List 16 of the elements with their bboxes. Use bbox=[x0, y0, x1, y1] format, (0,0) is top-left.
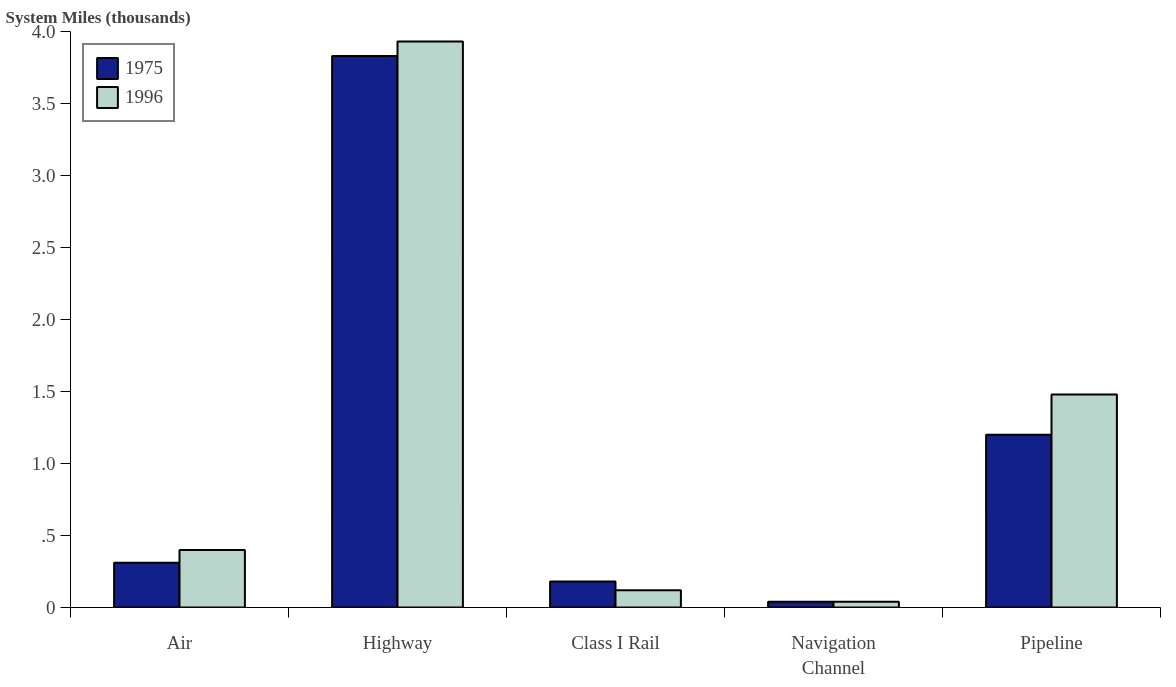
legend-label: 1975 bbox=[125, 57, 163, 79]
y-tick-label: .5 bbox=[41, 525, 56, 546]
x-tick-label: Air bbox=[166, 631, 193, 653]
y-tick-label: 3.0 bbox=[31, 165, 56, 186]
legend-label: 1996 bbox=[125, 86, 163, 108]
x-tick-label: Pipeline bbox=[1020, 631, 1083, 653]
y-tick-label: 2.5 bbox=[31, 237, 56, 258]
y-tick-label: 2.0 bbox=[31, 309, 56, 330]
chart-title: System Miles (thousands) bbox=[5, 7, 191, 27]
y-tick-label: 0 bbox=[46, 597, 56, 618]
y-tick-label: 1.0 bbox=[31, 453, 56, 474]
y-tick-label: 3.5 bbox=[31, 93, 56, 114]
x-tick-label: Navigation Channel bbox=[791, 631, 877, 678]
y-tick-label: 1.5 bbox=[31, 381, 56, 402]
x-tick-label: Highway bbox=[362, 631, 433, 653]
x-tick-label: Class I Rail bbox=[571, 631, 660, 653]
